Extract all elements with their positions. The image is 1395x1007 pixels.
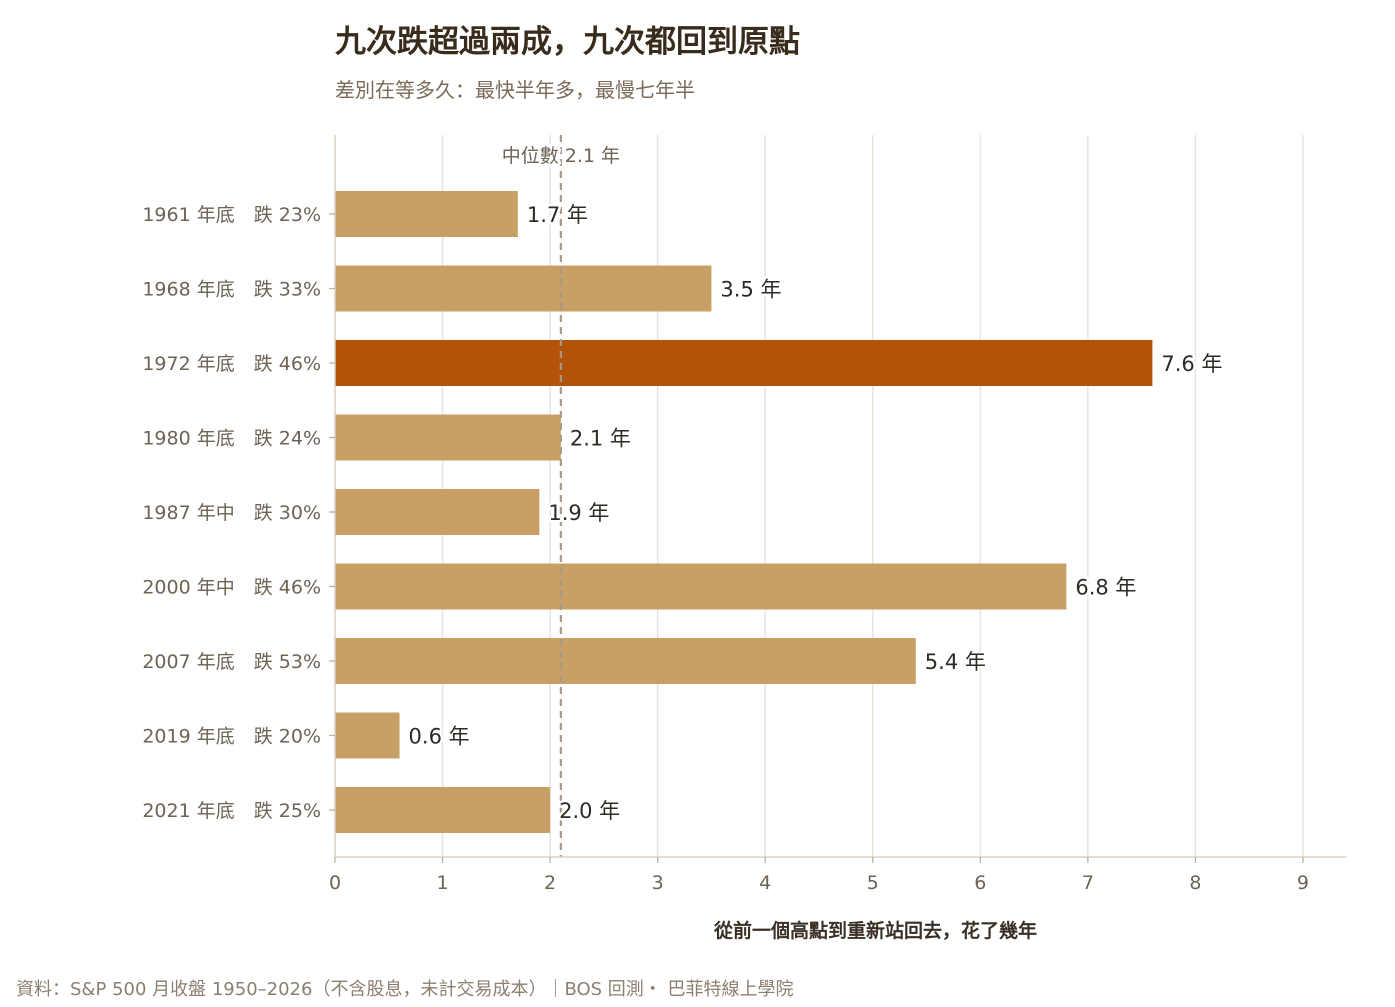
x-axis-title: 從前一個高點到重新站回去，花了幾年 — [713, 919, 1037, 942]
labels: 1961 年底 跌 23% 1.7 年 1968 年底 跌 33% 3.5 年 1972… — [142, 201, 1225, 826]
bar-chart: 中位數 2.1 年 0 1 2 3 4 5 6 7 8 9 從前一個高點到重新站回去，花了幾年 19… — [142, 135, 1346, 942]
source-note: 資料：S&P 500 月收盤 1950–2026（不含股息，未計交易成本）｜BO… — [16, 979, 794, 1000]
x-tick-label: 7 — [1082, 872, 1094, 894]
value-label: 0.6 年 — [409, 725, 470, 749]
value-label: 2.0 年 — [559, 799, 620, 823]
category-label: 1987 年中 跌 30% — [142, 502, 321, 524]
x-tick-label: 1 — [437, 872, 449, 894]
x-tick-label: 0 — [329, 872, 341, 894]
bar — [335, 414, 561, 461]
median-marker: 中位數 2.1 年 — [499, 135, 623, 857]
value-label: 6.8 年 — [1075, 576, 1136, 600]
value-label: 7.6 年 — [1161, 352, 1222, 376]
bar — [335, 265, 712, 312]
category-label: 2019 年底 跌 20% — [142, 726, 321, 748]
chart-title: 九次跌超過兩成，九次都回到原點 — [335, 24, 800, 60]
category-label: 2000 年中 跌 46% — [142, 577, 321, 599]
bar — [335, 787, 551, 833]
value-label: 1.9 年 — [548, 501, 609, 525]
bar — [335, 638, 916, 684]
bar — [335, 712, 400, 759]
x-tick-label: 4 — [759, 872, 771, 894]
gridlines — [441, 135, 1304, 857]
bar — [335, 489, 540, 535]
bar — [335, 563, 1067, 610]
category-label: 2007 年底 跌 53% — [142, 651, 321, 673]
value-label: 2.1 年 — [570, 427, 631, 451]
x-tick-label: 3 — [652, 872, 664, 894]
axes: 0 1 2 3 4 5 6 7 8 9 從前一個高點到重新站回去，花了幾年 — [329, 135, 1346, 942]
median-label: 中位數 2.1 年 — [502, 145, 620, 167]
category-label: 2021 年底 跌 25% — [142, 800, 321, 822]
category-label: 1968 年底 跌 33% — [142, 279, 321, 301]
category-label: 1961 年底 跌 23% — [142, 204, 321, 226]
value-label: 3.5 年 — [720, 278, 781, 302]
x-tick-label: 6 — [974, 872, 986, 894]
bar — [335, 340, 1153, 386]
category-label: 1972 年底 跌 46% — [142, 353, 321, 375]
x-tick-label: 5 — [867, 872, 879, 894]
bar — [335, 191, 518, 237]
bars — [335, 191, 1153, 833]
x-tick-label: 2 — [544, 872, 556, 894]
value-label: 5.4 年 — [925, 650, 986, 674]
chart-subtitle: 差別在等多久：最快半年多，最慢七年半 — [335, 78, 695, 102]
x-tick-label: 8 — [1189, 872, 1201, 894]
category-label: 1980 年底 跌 24% — [142, 428, 321, 450]
value-label: 1.7 年 — [527, 203, 588, 227]
x-tick-label: 9 — [1297, 872, 1309, 894]
